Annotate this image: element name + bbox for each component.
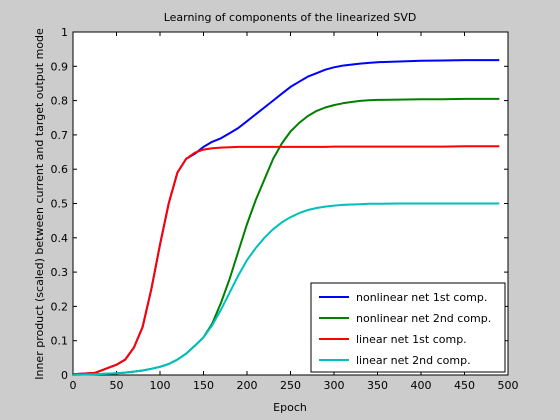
- x-tick-label: 250: [280, 379, 301, 392]
- y-tick-label: 0.6: [51, 163, 69, 176]
- x-tick-label: 50: [110, 379, 124, 392]
- y-tick-label: 0.4: [51, 232, 69, 245]
- y-tick-label: 0.9: [51, 60, 69, 73]
- y-tick-label: 0.5: [51, 198, 69, 211]
- legend-label-2: nonlinear net 2nd comp.: [356, 312, 491, 325]
- y-tick-label: 0.1: [51, 335, 69, 348]
- y-tick-label: 0.3: [51, 266, 69, 279]
- y-tick-label: 0.7: [51, 129, 69, 142]
- x-axis-label: Epoch: [273, 401, 307, 414]
- chart-title: Learning of components of the linearized…: [164, 11, 417, 24]
- y-tick-label: 0: [61, 369, 68, 382]
- legend-label-3: linear net 1st comp.: [356, 333, 467, 346]
- y-tick-label: 1: [61, 26, 68, 39]
- x-tick-label: 200: [237, 379, 258, 392]
- x-tick-label: 0: [70, 379, 77, 392]
- x-tick-label: 150: [193, 379, 214, 392]
- legend-label-1: nonlinear net 1st comp.: [356, 291, 487, 304]
- y-tick-label: 0.8: [51, 95, 69, 108]
- x-tick-label: 350: [367, 379, 388, 392]
- y-tick-label: 0.2: [51, 300, 69, 313]
- x-tick-label: 300: [324, 379, 345, 392]
- x-tick-label: 100: [150, 379, 171, 392]
- y-axis-label: Inner product (scaled) between current a…: [33, 28, 46, 380]
- x-tick-label: 500: [498, 379, 519, 392]
- legend: nonlinear net 1st comp. nonlinear net 2nd…: [311, 283, 505, 372]
- legend-label-4: linear net 2nd comp.: [356, 354, 471, 367]
- x-tick-label: 450: [454, 379, 475, 392]
- x-tick-label: 400: [411, 379, 432, 392]
